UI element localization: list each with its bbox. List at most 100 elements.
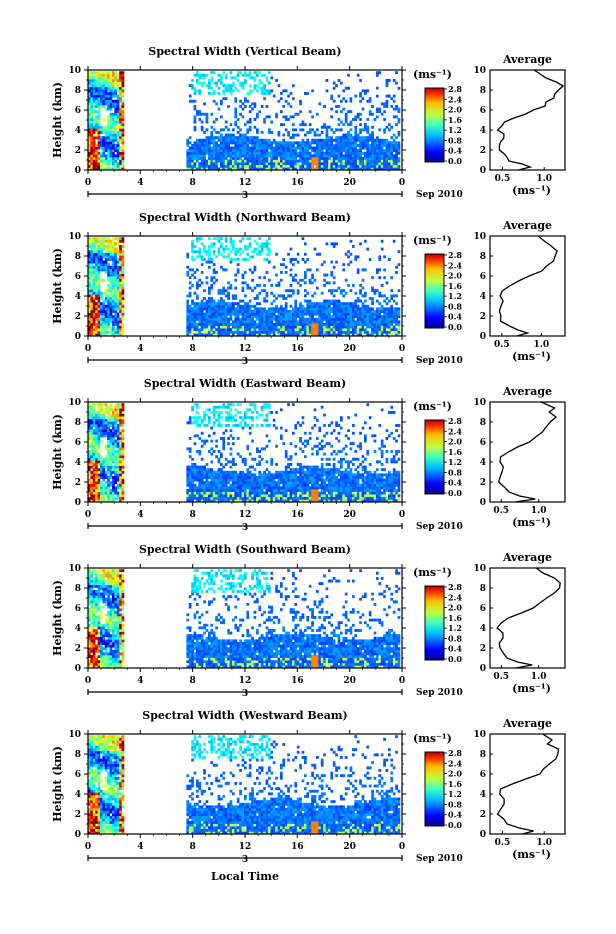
heatmap-cell (299, 110, 302, 113)
heatmap-cell (266, 245, 269, 248)
heatmap-cell (292, 289, 295, 292)
heatmap-cell (218, 136, 221, 139)
heatmap-cell (345, 331, 348, 334)
heatmap-cell (225, 152, 228, 155)
heatmap-cell (378, 328, 381, 331)
heatmap-cell (227, 139, 230, 142)
heatmap-cell (354, 315, 357, 318)
heatmap-cell (268, 250, 271, 253)
heatmap-cell (362, 305, 365, 308)
heatmap-cell (232, 82, 235, 85)
heatmap-cell (107, 437, 110, 440)
heatmap-cell (102, 261, 105, 264)
heatmap-cell (340, 313, 343, 316)
heatmap-cell (189, 307, 192, 310)
heatmap-cell (112, 89, 115, 92)
heatmap-cell (352, 154, 355, 157)
heatmap-cell (256, 326, 259, 329)
heatmap-cell (299, 279, 302, 282)
heatmap-cell (117, 242, 120, 245)
heatmap-cell (110, 255, 113, 258)
heatmap-cell (198, 437, 201, 440)
heatmap-cell (270, 313, 273, 316)
heatmap-cell (242, 250, 245, 253)
heatmap-cell (191, 310, 194, 313)
heatmap-cell (206, 484, 209, 487)
heatmap-cell (119, 489, 122, 492)
heatmap-cell (194, 302, 197, 305)
heatmap-cell (93, 305, 96, 308)
heatmap-cell (297, 292, 300, 295)
heatmap-cell (107, 248, 110, 251)
heatmap-cell (95, 460, 98, 463)
heatmap-cell (354, 328, 357, 331)
heatmap-cell (285, 162, 288, 165)
heatmap-cell (232, 320, 235, 323)
heatmap-cell (326, 134, 329, 137)
heatmap-cell (230, 89, 233, 92)
heatmap-cell (347, 310, 350, 313)
heatmap-cell (280, 149, 283, 152)
heatmap-cell (374, 157, 377, 160)
heatmap-cell (117, 76, 120, 79)
heatmap-cell (383, 162, 386, 165)
heatmap-cell (222, 84, 225, 87)
heatmap-cell (107, 471, 110, 474)
heatmap-cell (328, 157, 331, 160)
heatmap-cell (100, 128, 103, 131)
heatmap-cell (268, 141, 271, 144)
heatmap-cell (374, 326, 377, 329)
heatmap-cell (194, 147, 197, 150)
heatmap-cell (294, 307, 297, 310)
heatmap-cell (119, 492, 122, 495)
heatmap-cell (383, 320, 386, 323)
heatmap-cell (186, 466, 189, 469)
heatmap-cell (266, 141, 269, 144)
heatmap-cell (114, 108, 117, 111)
heatmap-cell (222, 248, 225, 251)
heatmap-cell (105, 486, 108, 489)
heatmap-cell (242, 115, 245, 118)
heatmap-cell (110, 274, 113, 277)
heatmap-cell (117, 302, 120, 305)
heatmap-cell (98, 141, 101, 144)
heatmap-cell (112, 408, 115, 411)
heatmap-cell (321, 147, 324, 150)
heatmap-cell (90, 429, 93, 432)
heatmap-cell (225, 289, 228, 292)
heatmap-cell (105, 87, 108, 90)
heatmap-cell (122, 123, 125, 126)
heatmap-cell (388, 313, 391, 316)
heatmap-cell (354, 144, 357, 147)
heatmap-cell (318, 162, 321, 165)
heatmap-cell (328, 318, 331, 321)
heatmap-cell (266, 313, 269, 316)
heatmap-cell (114, 440, 117, 443)
heatmap-cell (189, 287, 192, 290)
heatmap-cell (203, 476, 206, 479)
heatmap-cell (114, 458, 117, 461)
heatmap-cell (93, 403, 96, 406)
heatmap-cell (304, 323, 307, 326)
heatmap-cell (122, 416, 125, 419)
average-title: Average (502, 53, 552, 66)
heatmap-cell (220, 323, 223, 326)
heatmap-cell (90, 126, 93, 129)
heatmap-cell (237, 258, 240, 261)
heatmap-cell (191, 162, 194, 165)
heatmap-cell (354, 141, 357, 144)
heatmap-cell (194, 115, 197, 118)
heatmap-cell (369, 134, 372, 137)
heatmap-cell (282, 297, 285, 300)
heatmap-cell (93, 128, 96, 131)
heatmap-cell (395, 71, 398, 74)
heatmap-cell (95, 279, 98, 282)
heatmap-cell (100, 486, 103, 489)
avg-y-tick-label: 6 (480, 106, 486, 116)
heatmap-cell (242, 152, 245, 155)
heatmap-cell (117, 427, 120, 430)
heatmap-cell (254, 71, 257, 74)
heatmap-cell (93, 331, 96, 334)
heatmap-cell (302, 279, 305, 282)
heatmap-cell (225, 87, 228, 90)
